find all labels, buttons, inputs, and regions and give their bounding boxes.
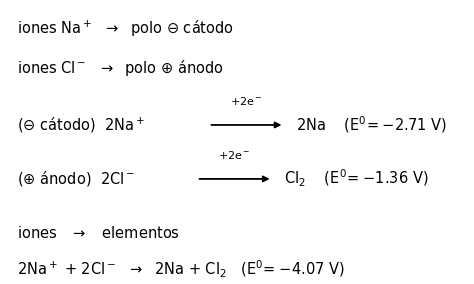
Text: iones Na$^+$  $\rightarrow$  polo $\ominus$ cátodo: iones Na$^+$ $\rightarrow$ polo $\ominus… (17, 18, 234, 39)
Text: ($\oplus$ ánodo)  2Cl$^-$: ($\oplus$ ánodo) 2Cl$^-$ (17, 170, 135, 188)
Text: $+2\mathrm{e}^-$: $+2\mathrm{e}^-$ (230, 95, 263, 107)
Text: iones   $\rightarrow$   elementos: iones $\rightarrow$ elementos (17, 225, 180, 241)
Text: Cl$_2$    ($\mathrm{E}^0\!=\!-\!1.36$ V): Cl$_2$ ($\mathrm{E}^0\!=\!-\!1.36$ V) (284, 168, 429, 189)
Text: 2Na    ($\mathrm{E}^0\!=\!-\!2.71$ V): 2Na ($\mathrm{E}^0\!=\!-\!2.71$ V) (296, 115, 447, 135)
Text: iones Cl$^-$  $\rightarrow$  polo $\oplus$ ánodo: iones Cl$^-$ $\rightarrow$ polo $\oplus$… (17, 58, 224, 78)
Text: 2Na$^+$ + 2Cl$^-$  $\rightarrow$  2Na + Cl$_2$   ($\mathrm{E}^0\!=\!-\!4.07$ V): 2Na$^+$ + 2Cl$^-$ $\rightarrow$ 2Na + Cl… (17, 259, 345, 280)
Text: ($\ominus$ cátodo)  2Na$^+$: ($\ominus$ cátodo) 2Na$^+$ (17, 115, 145, 135)
Text: $+2\mathrm{e}^-$: $+2\mathrm{e}^-$ (219, 149, 251, 161)
